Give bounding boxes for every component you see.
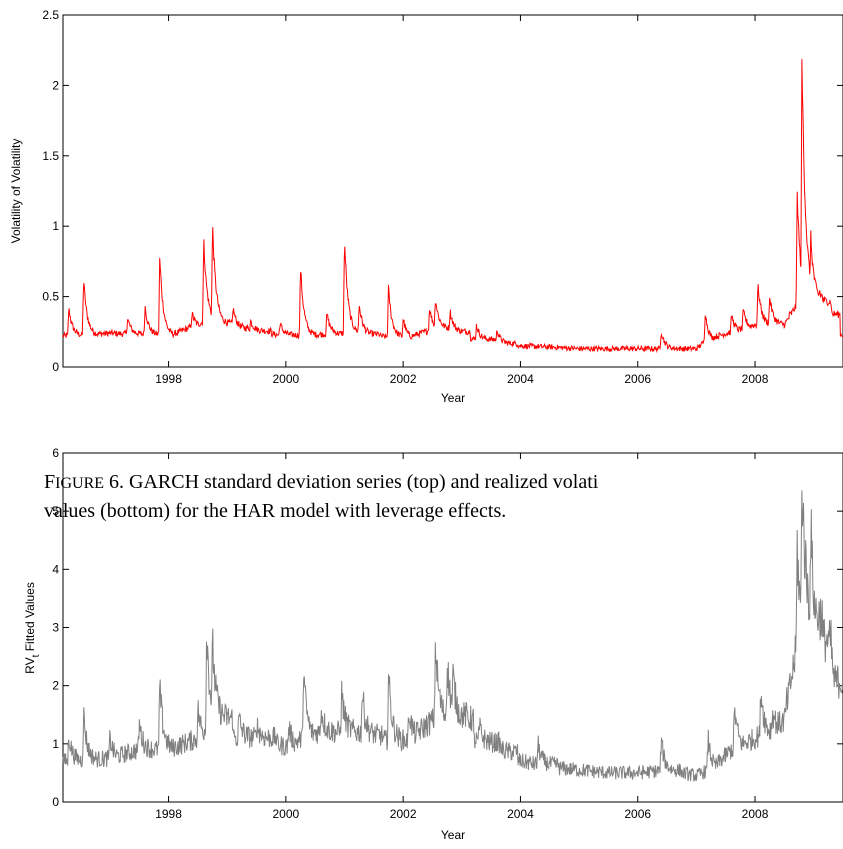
y-tick-label: 1.5 bbox=[42, 149, 59, 163]
x-tick-label: 1998 bbox=[155, 807, 182, 821]
x-tick-label: 2000 bbox=[273, 807, 300, 821]
top-x-ticks: 1998 2000 2002 2004 2006 2008 bbox=[155, 15, 769, 386]
top-series-line bbox=[62, 59, 843, 354]
bottom-y-axis-label: RVt Fitted Values bbox=[23, 582, 42, 674]
y-tick-label: 1 bbox=[52, 219, 59, 233]
x-tick-label: 2006 bbox=[624, 372, 651, 386]
y-tick-label: 0 bbox=[52, 360, 59, 374]
y-tick-label: 2.5 bbox=[42, 8, 59, 22]
x-tick-label: 2004 bbox=[507, 807, 534, 821]
x-tick-label: 2008 bbox=[742, 807, 769, 821]
x-tick-label: 1998 bbox=[155, 372, 182, 386]
x-tick-label: 2008 bbox=[742, 372, 769, 386]
bottom-series-line bbox=[62, 490, 843, 782]
figure-caption: FIGURE 6. GARCH standard deviation serie… bbox=[44, 471, 599, 522]
bottom-x-axis-label: Year bbox=[441, 828, 465, 842]
top-chart: 0 0.5 1 1.5 2 2.5 1998 2000 2002 2004 2006 2008 Ye… bbox=[9, 8, 843, 405]
caption-line-1: FIGURE 6. GARCH standard deviation serie… bbox=[44, 471, 599, 493]
top-x-axis-label: Year bbox=[441, 391, 465, 405]
x-tick-label: 2002 bbox=[390, 372, 417, 386]
y-tick-label: 2 bbox=[52, 679, 59, 693]
bottom-chart: 0 1 2 3 4 5 6 1998 2000 2002 2004 2006 2008 Year RV… bbox=[23, 446, 843, 842]
bottom-y-ticks: 0 1 2 3 4 5 6 bbox=[52, 446, 843, 809]
x-tick-label: 2006 bbox=[624, 807, 651, 821]
x-tick-label: 2004 bbox=[507, 372, 534, 386]
y-tick-label: 4 bbox=[52, 562, 59, 576]
bottom-x-ticks: 1998 2000 2002 2004 2006 2008 bbox=[155, 453, 769, 821]
top-y-ticks: 0 0.5 1 1.5 2 2.5 bbox=[42, 8, 843, 374]
caption-line-2: values (bottom) for the HAR model with l… bbox=[44, 500, 506, 522]
top-y-axis-label: Volatility of Volatility bbox=[9, 139, 23, 244]
y-tick-label: 2 bbox=[52, 78, 59, 92]
x-tick-label: 2002 bbox=[390, 807, 417, 821]
y-tick-label: 5 bbox=[52, 504, 59, 518]
y-tick-label: 0.5 bbox=[42, 290, 59, 304]
x-tick-label: 2000 bbox=[273, 372, 300, 386]
y-tick-label: 1 bbox=[52, 737, 59, 751]
y-tick-label: 6 bbox=[52, 446, 59, 460]
top-plot-frame bbox=[62, 14, 843, 368]
y-tick-label: 3 bbox=[52, 621, 59, 635]
y-tick-label: 0 bbox=[52, 795, 59, 809]
